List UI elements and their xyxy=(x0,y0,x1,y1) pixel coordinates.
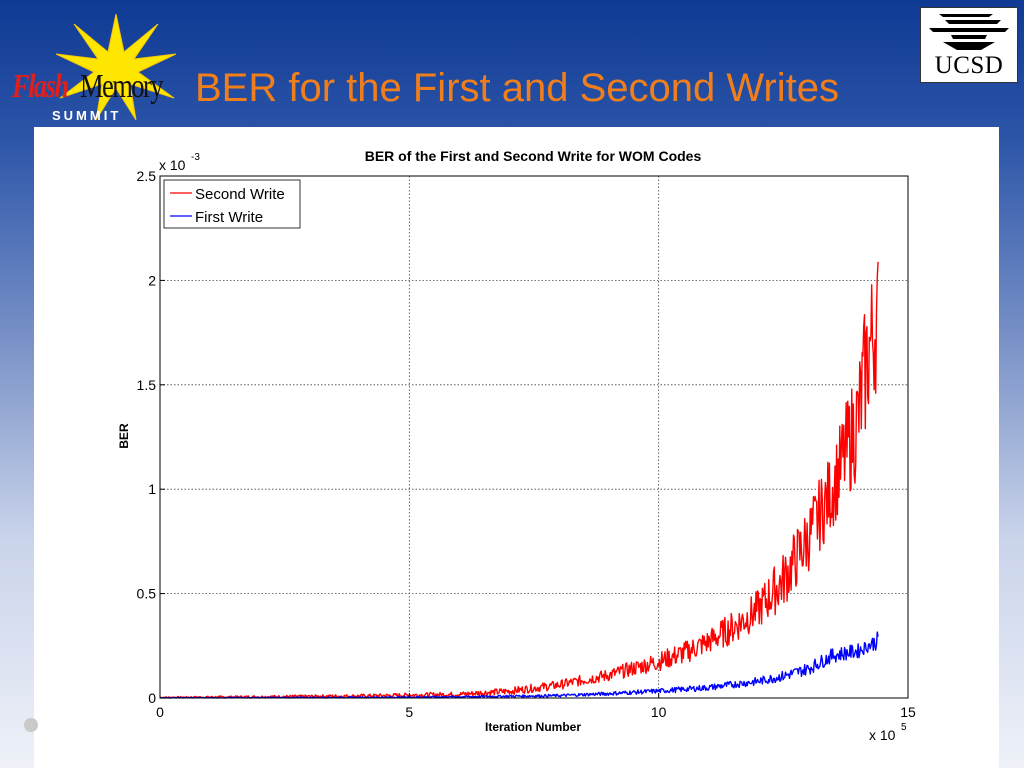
x-tick-label: 10 xyxy=(651,704,667,720)
legend-label-second-write: Second Write xyxy=(195,186,285,203)
x-tick-label: 5 xyxy=(405,704,413,720)
y-tick-label: 1 xyxy=(148,481,156,497)
ber-chart: 0 5 10 15 0 0.5 1 1.5 2 2.5 BER of the First and … xyxy=(117,148,916,743)
figure-panel: 0 5 10 15 0 0.5 1 1.5 2 2.5 BER of the First and … xyxy=(34,127,999,768)
flash-memory-summit-logo: Flash Memory SUMMIT xyxy=(8,14,198,126)
chart-title: BER of the First and Second Write for WO… xyxy=(365,148,702,164)
y-tick-label: 0 xyxy=(148,690,156,706)
decorative-circle xyxy=(24,718,38,732)
ucsd-emblem-icon xyxy=(929,14,1009,50)
ucsd-logo: UCSD xyxy=(920,7,1018,83)
ucsd-logo-text: UCSD xyxy=(934,52,1004,79)
y-tick-label: 1.5 xyxy=(137,377,157,393)
legend: Second Write First Write xyxy=(163,179,301,229)
y-axis-label: BER xyxy=(117,423,131,449)
grid-layer xyxy=(160,176,908,698)
slide-title: BER for the First and Second Writes xyxy=(195,66,839,110)
x-axis-label: Iteration Number xyxy=(485,720,581,734)
x-tick-label: 15 xyxy=(900,704,916,720)
logo-flash-word: Flash xyxy=(12,68,69,105)
y-multiplier-exponent: -3 xyxy=(191,152,200,163)
sunburst-icon xyxy=(55,14,177,121)
y-tick-label: 2.5 xyxy=(137,168,157,184)
legend-label-first-write: First Write xyxy=(195,209,263,226)
series-line-second-write xyxy=(159,261,879,699)
axes-box xyxy=(159,175,909,699)
y-multiplier-base: x 10 xyxy=(159,157,186,173)
x-multiplier-base: x 10 xyxy=(869,727,896,743)
logo-memory-word: Memory xyxy=(80,68,164,105)
y-tick-label: 0.5 xyxy=(137,586,157,602)
series-layer xyxy=(159,261,879,699)
y-tick-label: 2 xyxy=(148,272,156,288)
series-line-first-write xyxy=(159,631,879,699)
x-tick-label: 0 xyxy=(156,704,164,720)
x-multiplier-exponent: 5 xyxy=(901,722,907,733)
tick-layer: 0 5 10 15 0 0.5 1 1.5 2 2.5 xyxy=(137,168,916,720)
logo-summit-word: SUMMIT xyxy=(52,108,122,123)
legend-box xyxy=(163,179,301,229)
